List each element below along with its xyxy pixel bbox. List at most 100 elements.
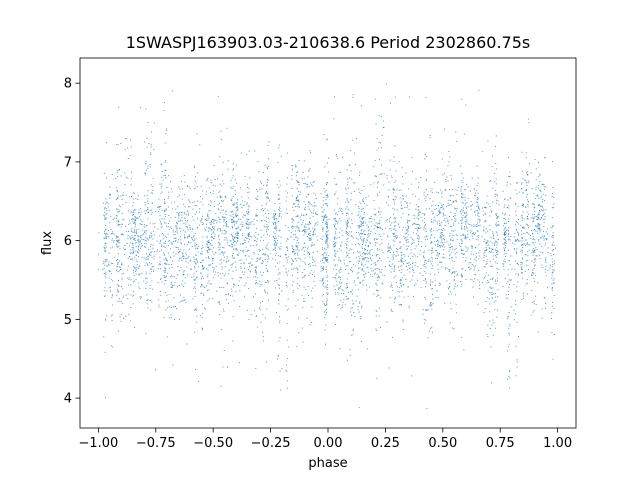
data-point [390,228,392,230]
data-point [366,348,368,350]
data-point [165,301,167,303]
data-point [199,144,201,146]
data-point [551,196,553,198]
data-point [333,242,335,244]
data-point [217,302,219,304]
data-point [497,221,499,223]
data-point [278,198,280,200]
data-point [194,278,196,280]
data-point [327,262,329,264]
data-point [485,249,487,251]
data-point [219,228,221,230]
data-point [452,248,454,250]
data-point [247,208,249,210]
data-point [486,231,488,233]
data-point [323,217,325,219]
data-point [452,201,454,203]
data-point [244,255,246,257]
data-point [213,165,215,167]
data-point [553,282,555,284]
data-point [122,295,124,297]
data-point [397,254,399,256]
data-point [278,144,280,146]
data-point [171,242,173,244]
data-point [262,253,264,255]
data-point [551,207,553,209]
data-point [490,382,492,384]
data-point [517,206,519,208]
data-point [235,269,237,271]
data-point [184,213,186,215]
data-point [217,204,219,206]
data-point [503,269,505,271]
data-point [406,249,408,251]
data-point [325,214,327,216]
data-point [316,236,318,238]
data-point [231,215,233,217]
data-point [231,221,233,223]
data-point [333,245,335,247]
data-point [507,199,509,201]
data-point [257,234,259,236]
data-point [325,203,327,205]
data-point [477,237,479,239]
data-point [343,293,345,295]
data-point [257,260,259,262]
data-point [179,301,181,303]
data-point [520,267,522,269]
data-point [135,269,137,271]
data-point [364,276,366,278]
data-point [394,195,396,197]
data-point [419,228,421,230]
data-point [534,216,536,218]
data-point [325,257,327,259]
data-point [250,261,252,263]
data-point [223,183,225,185]
data-point [159,214,161,216]
data-point [523,218,525,220]
data-point [117,262,119,263]
data-point [142,239,144,241]
data-point [135,266,137,268]
data-point [338,288,340,290]
data-point [297,277,299,279]
data-point [334,218,336,220]
data-point [348,273,350,275]
data-point [408,307,410,309]
data-point [544,258,546,260]
data-point [209,223,211,225]
data-point [459,243,461,245]
data-point [431,260,433,262]
data-point [183,270,185,272]
data-point [310,237,312,239]
data-point [410,258,412,260]
data-point [537,194,539,196]
data-point [131,259,133,261]
data-point [169,248,171,250]
data-point [497,224,499,226]
data-point [336,273,338,275]
data-point [285,225,287,227]
data-point [461,252,463,254]
data-point [266,166,268,168]
data-point [475,210,477,212]
data-point [183,258,185,260]
data-point [437,210,439,212]
data-point [482,214,484,216]
data-point [133,211,135,213]
data-point [357,288,359,290]
data-point [350,170,352,172]
data-point [516,252,518,254]
data-point [370,216,372,218]
data-point [352,303,354,305]
data-point [335,242,337,244]
data-point [469,229,471,231]
data-point [264,289,266,291]
data-point [306,317,308,319]
data-point [170,181,171,183]
data-point [111,319,113,321]
data-point [437,239,439,241]
data-point [303,229,305,231]
data-point [357,251,358,253]
data-point [211,220,212,222]
